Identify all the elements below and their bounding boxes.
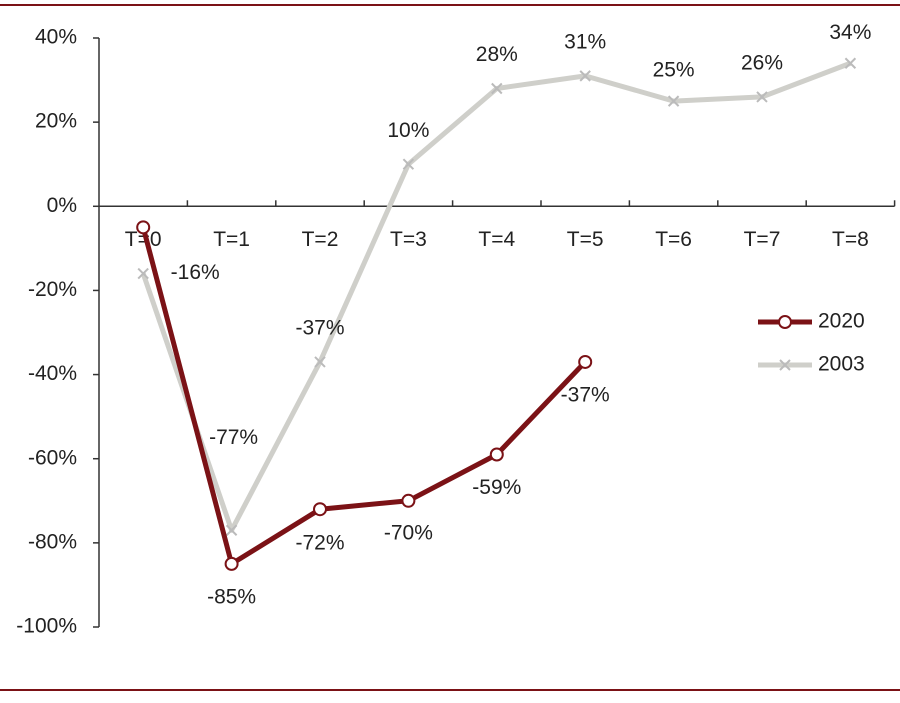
point [578,354,593,369]
legend-marker [778,315,792,329]
point [136,220,151,235]
y-tick-label: -60% [28,446,77,469]
y-tick-label: 40% [35,26,77,49]
x-tick-label: T=7 [744,228,781,251]
legend-marker [779,359,791,371]
x-tick-label: T=4 [478,228,515,251]
x-tick-label: T=3 [390,228,427,251]
point [402,158,415,170]
x-tick-label: T=0 [125,228,162,251]
y-tick-label: -100% [16,615,77,638]
point [579,70,591,82]
x-tick-label: T=8 [832,228,869,251]
legend-label: 2020 [818,310,865,333]
y-tick-label: 0% [47,194,77,217]
point [491,82,503,95]
data-label: 10% [387,119,429,142]
point [224,556,239,571]
x-tick-label: T=1 [213,228,250,251]
point [313,502,327,517]
data-label: 34% [829,21,871,44]
x-tick-label: T=5 [567,228,604,251]
legend-label: 2003 [818,353,865,376]
data-label: -59% [472,476,521,499]
point [844,57,857,69]
data-label: -72% [295,532,344,555]
point [756,91,768,103]
data-label: 25% [653,59,695,82]
point [401,493,416,508]
y-tick-label: -80% [28,530,77,553]
data-label: -77% [209,426,258,449]
x-tick-label: T=6 [655,228,692,251]
point [314,356,326,368]
point [667,95,680,107]
point [137,267,149,280]
x-tick-label: T=2 [302,228,339,251]
y-tick-label: 20% [35,110,77,133]
point [489,447,504,462]
data-label: -70% [384,521,433,544]
data-label: -37% [295,316,344,339]
point [225,524,238,536]
data-label: 28% [476,43,518,66]
series-line [140,226,588,567]
data-label: -85% [207,585,256,608]
y-tick-label: -40% [28,362,77,385]
data-label: 26% [741,51,783,74]
data-label: -16% [171,261,220,284]
data-label: -37% [561,383,610,406]
y-tick-label: -20% [28,278,77,301]
data-label: 31% [564,30,606,53]
